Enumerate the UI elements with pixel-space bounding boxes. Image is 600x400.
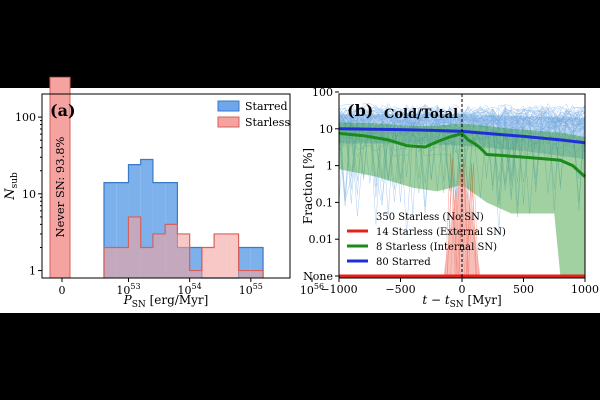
panel-b-y-axis-label: Fraction [%] [301, 148, 315, 224]
x-tick-exponent: 53 [130, 282, 140, 291]
hist-bar-starless [177, 233, 190, 278]
panel-a-legend: Starred Starless [217, 100, 290, 129]
hist-bar-starless [250, 270, 264, 278]
y-tick-label: 100 [15, 111, 36, 124]
panel-a-y-label-main: N [3, 188, 18, 201]
x-tick-exponent: 55 [253, 282, 263, 291]
band-internal-sn-band [339, 122, 585, 276]
legend-label: 80 Starred [376, 257, 431, 268]
x-tick-label: 1000 [571, 283, 599, 296]
x-tick-exponent: 54 [192, 282, 202, 291]
panel-b-x-axis-label: t − tSN [Myr] [422, 293, 501, 310]
hist-bar-starless [214, 233, 227, 278]
panel-b-x-label-unit: [Myr] [464, 293, 502, 307]
panel-a-plot-area [49, 76, 264, 279]
individual-track-starred [338, 106, 586, 190]
svg-text:Nsub: Nsub [3, 172, 20, 201]
series-line-80-starred [338, 127, 586, 145]
panel-a-x-axis-label: PSN [erg/Myr] [123, 293, 209, 310]
panel-b: (b) Cold/Total None 0.01 0.1 1 10 100 −1000 −5… [301, 86, 599, 310]
legend-label: 14 Starless (External SN) [376, 227, 506, 238]
panel-a-x-label-sub: SN [132, 300, 146, 310]
hist-bar-starless [226, 233, 239, 278]
legend-label: 350 Starless (No SN) [376, 212, 484, 223]
panel-a-label: (a) [50, 101, 76, 120]
hist-bar-starless [201, 247, 215, 278]
legend-swatch-starless [217, 116, 240, 128]
legend-label-starred: Starred [245, 100, 288, 113]
legend-label: 8 Starless (Internal SN) [376, 242, 497, 253]
hist-bar-starless [238, 270, 251, 278]
x-tick-label: 0 [59, 284, 66, 297]
panel-a-never-sn-annotation: Never SN: 93.8% [53, 136, 67, 237]
panel-a-x-label-main: P [123, 293, 133, 307]
hist-bar-starless [165, 224, 178, 278]
hist-bar-starless [140, 247, 153, 278]
panel-b-label: (b) [347, 101, 373, 120]
individual-track-starred [338, 109, 586, 203]
y-tick-label: 10 [319, 123, 333, 136]
hist-bar-starless [152, 233, 166, 278]
hist-bar-starless [128, 216, 141, 278]
hist-outline-starless [103, 216, 264, 278]
y-tick-label: 100 [312, 86, 333, 99]
x-tick-label: 500 [513, 283, 534, 296]
x-tick-label: −1000 [320, 283, 357, 296]
individual-track-starred [338, 140, 586, 158]
legend-swatch-starred [217, 100, 240, 112]
y-tick-label: None [303, 270, 333, 283]
y-tick-label: 1 [326, 160, 333, 173]
x-tick-label: −500 [385, 283, 415, 296]
series-line-8-starless-internal-sn- [338, 131, 587, 178]
hist-bar-starless [189, 270, 202, 278]
panel-b-subtitle: Cold/Total [384, 107, 458, 122]
x-tick-exponent: 56 [314, 282, 324, 291]
panel-a-y-axis-label: Nsub [3, 172, 20, 201]
x-tick-label: 0 [459, 283, 466, 296]
panel-a-y-ticks: 1 10 100 [15, 111, 42, 278]
panel-b-x-label-sub: SN [450, 300, 464, 310]
y-tick-label: 0.1 [316, 196, 334, 209]
panel-b-legend: 350 Starless (No SN) 14 Starless (Externa… [347, 212, 506, 268]
hist-bar-starless [116, 247, 129, 278]
individual-track-starred [338, 130, 586, 217]
panel-a-x-label-unit: [erg/Myr] [146, 293, 209, 307]
y-tick-label: 0.01 [309, 233, 334, 246]
legend-label-starless: Starless [245, 116, 290, 129]
panel-b-y-ticks: None 0.01 0.1 1 10 100 [303, 86, 339, 283]
individual-track-starred [338, 103, 586, 211]
y-tick-label: 10 [22, 188, 36, 201]
panel-a-frame [41, 93, 291, 279]
y-tick-label: 1 [29, 265, 36, 278]
panel-a-y-label-sub: sub [10, 172, 20, 188]
hist-bar-starless [104, 247, 117, 278]
panel-b-x-ticks: −1000 −500 0 500 1000 [320, 278, 599, 296]
panel-b-x-label-main: t − t [422, 293, 450, 307]
